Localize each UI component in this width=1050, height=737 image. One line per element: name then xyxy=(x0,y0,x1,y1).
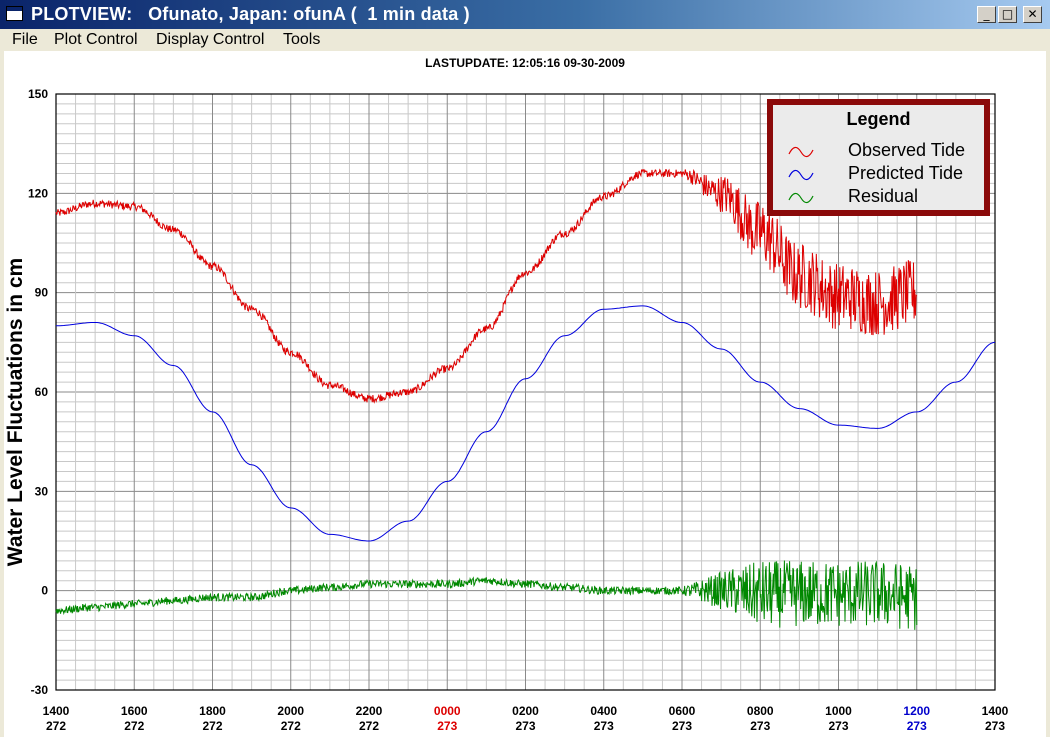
menu-file[interactable]: File xyxy=(12,31,38,48)
x-tick-day-label: 272 xyxy=(359,719,379,733)
menu-bar: File Plot Control Display Control Tools xyxy=(0,29,1050,51)
x-tick-day-label: 273 xyxy=(750,719,770,733)
app-window-icon[interactable] xyxy=(6,6,23,21)
menu-display-control[interactable]: Display Control xyxy=(156,31,265,48)
x-tick-time-label: 0600 xyxy=(669,704,696,718)
x-tick-time-label: 1400 xyxy=(43,704,70,718)
plot-frame xyxy=(55,93,996,691)
close-button[interactable]: ✕ xyxy=(1023,6,1042,23)
x-tick-time-label: 1000 xyxy=(825,704,852,718)
x-tick-day-label: 272 xyxy=(202,719,222,733)
observed-tide-line xyxy=(55,168,918,404)
y-tick-label: -30 xyxy=(31,683,49,697)
y-tick-label: 60 xyxy=(35,385,49,399)
y-tick-label: 0 xyxy=(41,584,48,598)
chart-legend: Legend Observed Tide Predicted Tide Resi… xyxy=(767,99,990,216)
x-tick-day-label: 273 xyxy=(594,719,614,733)
window-frame-left xyxy=(0,51,4,737)
x-tick-day-label: 272 xyxy=(124,719,144,733)
x-tick-time-label: 0400 xyxy=(590,704,617,718)
legend-label-observed: Observed Tide xyxy=(848,140,966,160)
x-tick-time-label: 1400 xyxy=(982,704,1009,718)
x-tick-time-label: 0200 xyxy=(512,704,539,718)
residual-wave-icon xyxy=(788,192,814,204)
x-tick-day-label: 272 xyxy=(46,719,66,733)
menu-tools[interactable]: Tools xyxy=(283,31,321,48)
last-update-label: LASTUPDATE: 12:05:16 09-30-2009 xyxy=(425,56,625,70)
y-tick-label: 90 xyxy=(35,286,49,300)
x-tick-time-label: 2000 xyxy=(277,704,304,718)
maximize-button[interactable]: □ xyxy=(998,6,1017,23)
predicted-tide-line xyxy=(56,305,996,542)
minimize-button[interactable]: _ xyxy=(977,6,996,23)
window-titlebar: PLOTVIEW: Ofunato, Japan: ofunA ( 1 min … xyxy=(0,0,1050,29)
x-tick-day-label: 273 xyxy=(437,719,457,733)
x-tick-time-label: 1800 xyxy=(199,704,226,718)
x-tick-day-label: 273 xyxy=(672,719,692,733)
x-tick-day-label: 273 xyxy=(985,719,1005,733)
x-tick-time-label: 2200 xyxy=(356,704,383,718)
window-title: PLOTVIEW: Ofunato, Japan: ofunA ( 1 min … xyxy=(31,4,470,24)
x-tick-time-label: 1600 xyxy=(121,704,148,718)
x-tick-day-label: 273 xyxy=(515,719,535,733)
legend-label-predicted: Predicted Tide xyxy=(848,163,964,183)
x-tick-time-label: 0800 xyxy=(747,704,774,718)
x-tick-day-label: 272 xyxy=(281,719,301,733)
y-tick-label: 30 xyxy=(35,484,49,498)
predicted-wave-icon xyxy=(788,169,814,181)
x-tick-time-label: 0000 xyxy=(434,704,461,718)
legend-title: Legend xyxy=(846,109,911,129)
x-tick-day-label: 273 xyxy=(828,719,848,733)
x-tick-day-label: 273 xyxy=(907,719,927,733)
y-tick-label: 150 xyxy=(28,87,48,101)
y-tick-label: 120 xyxy=(28,186,48,200)
legend-label-residual: Residual xyxy=(848,186,919,206)
menu-plot-control[interactable]: Plot Control xyxy=(54,31,138,48)
x-tick-time-label: 1200 xyxy=(903,704,930,718)
observed-wave-icon xyxy=(788,146,814,158)
window-frame-right xyxy=(1046,51,1050,737)
y-axis-label: Water Level Fluctuations in cm xyxy=(4,258,27,566)
residual-line xyxy=(55,560,918,630)
